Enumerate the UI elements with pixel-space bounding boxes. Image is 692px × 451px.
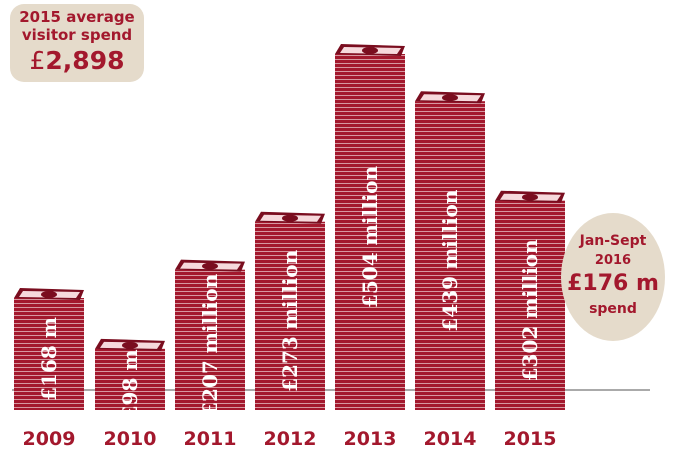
jan-sept-year: 2016	[594, 253, 632, 268]
bar-stack	[335, 54, 405, 410]
banknote-seal	[522, 193, 538, 201]
bar-value-label: £168 m	[37, 317, 61, 401]
bar-2009: £168 m	[14, 288, 84, 410]
banknote-seal	[282, 214, 298, 222]
average-box-currency: £	[29, 46, 46, 75]
bar-stack	[495, 200, 565, 410]
average-box-amount: 2,898	[45, 46, 125, 75]
bar-value-label: £302 million	[518, 239, 542, 382]
x-tick-label: 2009	[23, 428, 76, 450]
bar-stack	[255, 221, 325, 410]
bar-value-label: £504 million	[358, 166, 382, 309]
bar-stack	[14, 298, 84, 410]
average-box-amount-line: £2,898	[10, 46, 144, 76]
jan-sept-spend-circle: Jan-Sept 2016 £176 m spend	[561, 213, 665, 341]
bar-stack	[175, 269, 245, 410]
bar-stack	[95, 348, 165, 410]
bar-2015: £302 million	[495, 190, 565, 410]
jan-sept-amount: £176 m	[567, 271, 659, 296]
bar-stack	[415, 101, 485, 410]
bar-value-label: £207 million	[198, 273, 222, 416]
x-tick-label: 2013	[344, 428, 397, 450]
bar-value-label: £98 m	[118, 349, 142, 419]
bar-value-label: £273 million	[278, 249, 302, 392]
bar-2010: £98 m	[95, 338, 165, 419]
banknote-seal	[202, 262, 218, 270]
bar-2012: £273 million	[255, 211, 325, 410]
banknote-seal	[442, 94, 458, 102]
bar-2013: £504 million	[335, 44, 405, 410]
x-tick-label: 2014	[424, 428, 477, 450]
jan-sept-spend-label: spend	[589, 301, 637, 317]
bar-2011: £207 million	[175, 259, 245, 416]
jan-sept-label: Jan-Sept	[579, 233, 647, 249]
bar-2014: £439 million	[415, 91, 485, 410]
banknote-seal	[362, 47, 378, 54]
average-spend-box: 2015 average visitor spend £2,898	[10, 4, 144, 82]
x-tick-label: 2012	[264, 428, 317, 450]
x-tick-label: 2010	[104, 428, 157, 450]
banknote-seal	[122, 341, 138, 349]
x-tick-label: 2015	[504, 428, 557, 450]
banknote-seal	[41, 291, 57, 298]
x-tick-label: 2011	[184, 428, 237, 450]
average-box-line1: 2015 average	[19, 8, 135, 26]
average-box-line2: visitor spend	[21, 26, 133, 44]
bar-value-label: £439 million	[438, 189, 462, 332]
